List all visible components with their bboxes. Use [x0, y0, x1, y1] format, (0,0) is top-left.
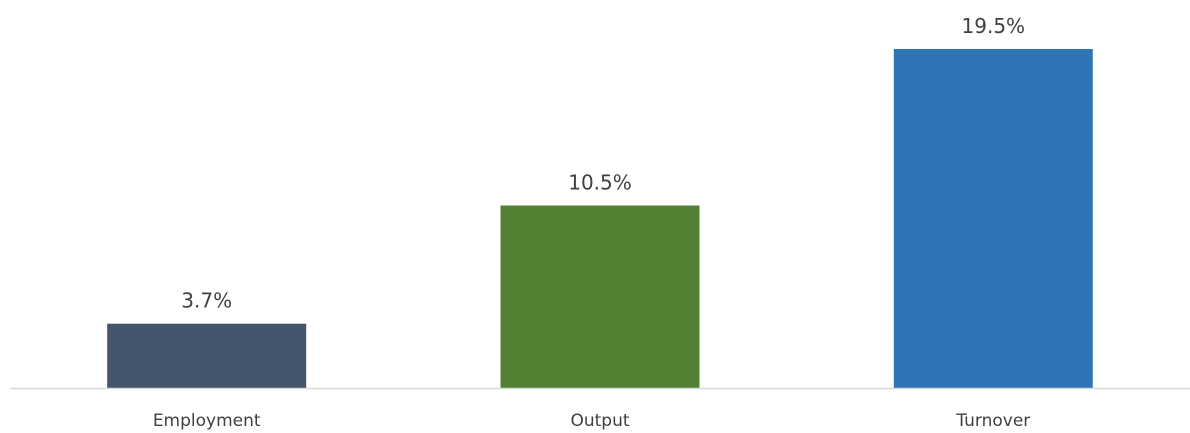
data-label-output: 10.5%	[568, 171, 632, 195]
bar-output	[500, 205, 700, 388]
bars-group	[107, 49, 1093, 388]
x-tick-labels-group: Employment Output Turnover	[153, 411, 1030, 431]
x-tick-label-employment: Employment	[153, 411, 261, 431]
x-tick-label-output: Output	[570, 411, 629, 431]
data-label-turnover: 19.5%	[962, 14, 1026, 38]
data-labels-group: 3.7% 10.5% 19.5%	[181, 14, 1025, 313]
x-tick-label-turnover: Turnover	[955, 411, 1030, 431]
bar-turnover	[893, 49, 1093, 388]
bar-employment	[107, 323, 307, 388]
data-label-employment: 3.7%	[181, 289, 232, 313]
